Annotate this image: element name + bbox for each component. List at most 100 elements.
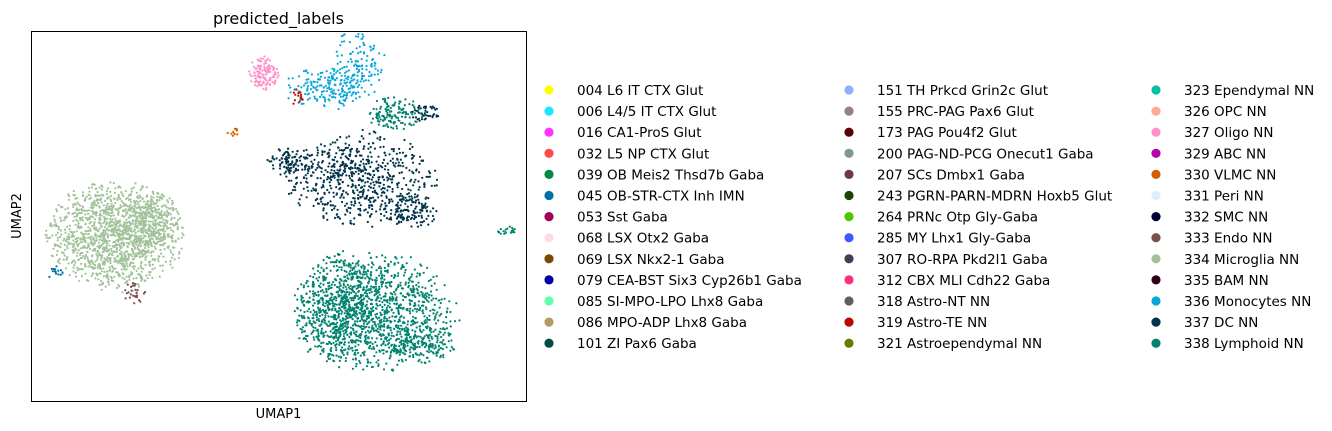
data-point [78,226,81,229]
data-point [386,179,389,182]
data-point [383,97,386,100]
data-point [115,228,118,231]
data-point [370,178,373,181]
data-point [103,229,106,232]
data-point [416,321,419,324]
data-point [287,84,291,87]
data-point [94,234,97,237]
data-point [354,155,357,158]
data-point [147,220,150,223]
data-point [378,265,381,268]
data-point [288,170,291,173]
data-point [348,315,351,318]
data-point [300,155,303,158]
data-point [106,276,110,279]
data-point [118,252,121,255]
data-point [369,341,372,344]
data-point [337,107,340,111]
data-point [398,151,401,154]
data-point [382,349,385,352]
chart-title: predicted_labels [213,9,344,29]
data-point [273,73,276,77]
data-point [373,191,377,194]
data-point [331,261,334,264]
data-point [334,323,337,326]
data-point [54,233,58,236]
data-point [139,239,142,242]
data-point [66,225,69,228]
data-point [336,54,339,58]
data-point [401,328,404,331]
data-point [100,188,103,191]
data-point [404,98,407,101]
data-point [273,82,276,85]
data-point [372,130,375,133]
data-point [165,225,168,228]
data-point [328,324,331,327]
data-point [122,244,126,247]
data-point [294,188,297,192]
data-point [100,288,103,291]
data-point [88,222,91,225]
data-point [408,103,411,106]
data-point [307,300,310,303]
data-point [342,353,345,356]
data-point [380,321,383,324]
data-point [338,101,341,104]
data-point [419,224,423,227]
data-point [72,190,75,193]
data-point [151,263,154,266]
data-point [58,258,61,261]
data-point [433,303,436,306]
data-point [382,329,386,332]
data-point [320,186,323,189]
data-point [139,276,142,279]
data-point [345,303,348,306]
data-point [101,261,104,264]
data-point [328,88,331,91]
data-point [107,213,110,216]
data-point [343,71,347,74]
data-point [342,189,345,192]
data-point [384,164,387,168]
data-point [413,107,416,110]
data-point [112,231,115,235]
data-point [344,309,347,312]
data-point [321,319,324,322]
data-point [387,96,390,99]
data-point [45,229,48,232]
data-point [411,342,414,345]
data-point [337,310,340,313]
data-point [150,207,154,210]
data-point [406,344,409,347]
data-point [352,91,355,94]
data-point [150,250,153,253]
data-point [107,281,110,284]
data-point [326,201,330,205]
data-point [324,330,327,333]
data-point [361,193,364,196]
data-point [114,244,117,247]
data-point [380,188,383,191]
data-point [59,236,62,239]
data-point [393,343,396,346]
data-point [360,58,363,61]
data-point [429,309,432,312]
data-point [377,364,380,368]
data-point [84,257,87,260]
data-point [85,229,88,233]
data-point [366,358,369,361]
data-point [130,262,133,265]
data-point [59,246,62,249]
data-point [96,245,99,248]
data-point [391,115,394,118]
data-point [302,176,306,180]
data-point [396,333,399,336]
data-point [367,263,370,266]
data-point [458,319,461,322]
data-point [309,322,312,325]
data-point [413,181,416,184]
data-point [360,86,363,89]
data-point [317,308,320,311]
data-point [383,118,387,121]
